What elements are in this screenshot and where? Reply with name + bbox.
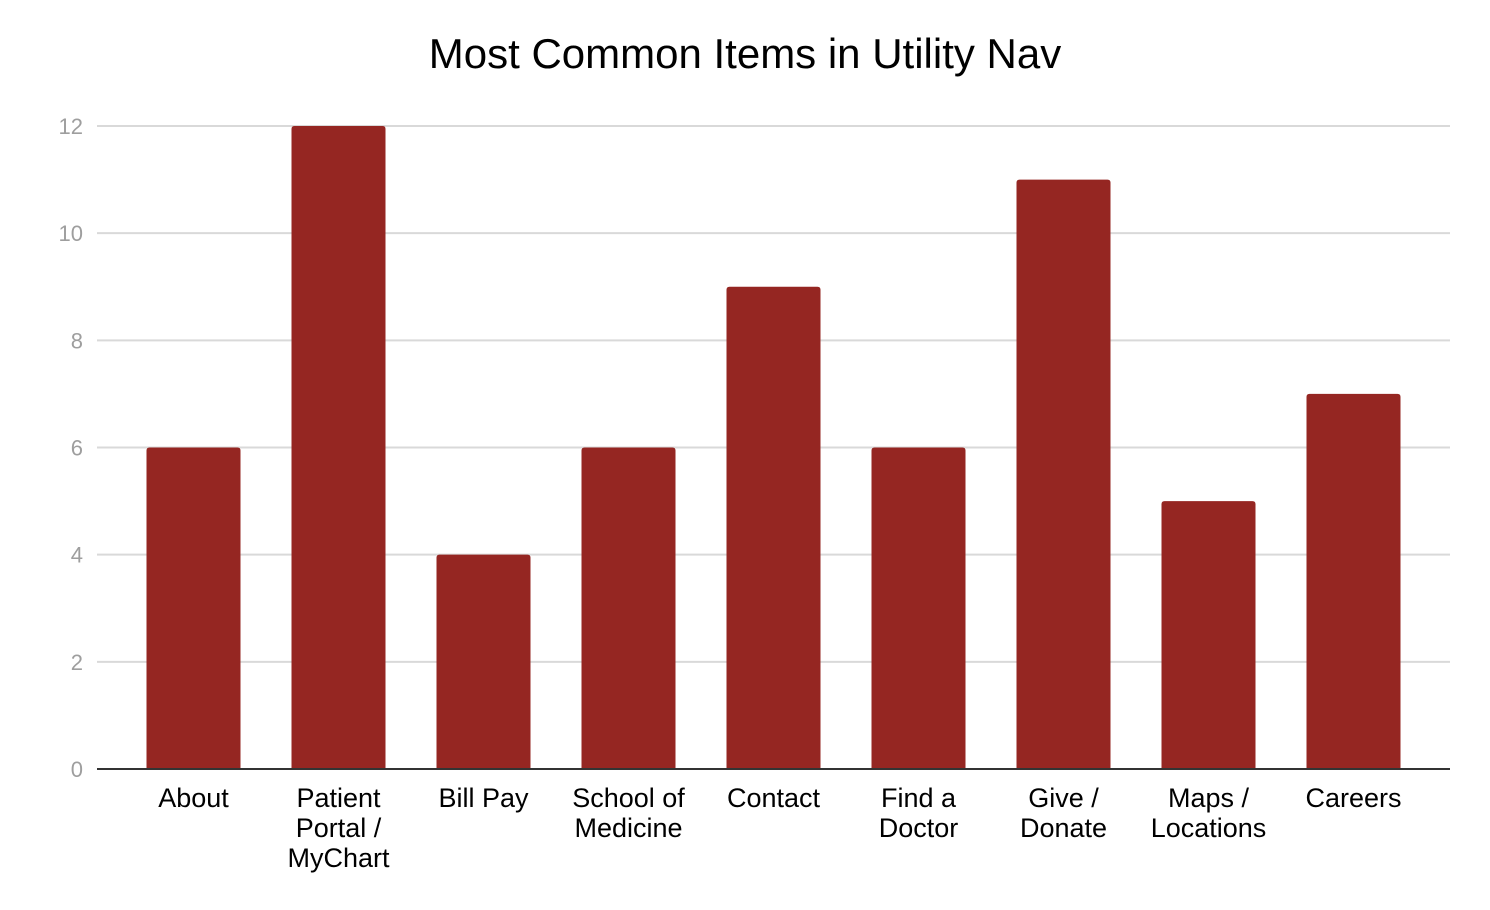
x-tick-label: Patient Portal / MyChart [287, 783, 390, 873]
x-tick-label: About [158, 783, 229, 813]
x-tick-label: Bill Pay [438, 783, 529, 813]
x-tick-label: Contact [727, 783, 821, 813]
bar [726, 286, 821, 769]
bar [146, 447, 241, 769]
x-tick-label: Maps / Locations [1151, 783, 1267, 843]
y-tick-label: 2 [71, 650, 83, 675]
bar [581, 447, 676, 769]
x-tick-label: Give / Donate [1020, 783, 1107, 843]
bar [291, 126, 386, 769]
bar [871, 447, 966, 769]
y-tick-label: 4 [71, 543, 83, 568]
bar [1306, 393, 1401, 769]
y-tick-label: 12 [59, 114, 83, 139]
x-tick-label: Careers [1305, 783, 1401, 813]
y-axis-ticks: 0 2 4 6 8 10 12 [59, 114, 83, 782]
bar [436, 554, 531, 769]
bar [1016, 179, 1111, 770]
bars [146, 126, 1401, 770]
y-tick-label: 8 [71, 328, 83, 353]
x-tick-label: School of Medicine [572, 783, 685, 843]
x-tick-label: Find a Doctor [879, 783, 959, 843]
y-tick-label: 10 [59, 221, 83, 246]
chart-title: Most Common Items in Utility Nav [428, 30, 1062, 77]
x-axis-ticks: About Patient Portal / MyChart Bill Pay Schoo… [158, 783, 1401, 873]
y-tick-label: 6 [71, 436, 83, 461]
y-tick-label: 0 [71, 757, 83, 782]
bar [1161, 501, 1256, 769]
